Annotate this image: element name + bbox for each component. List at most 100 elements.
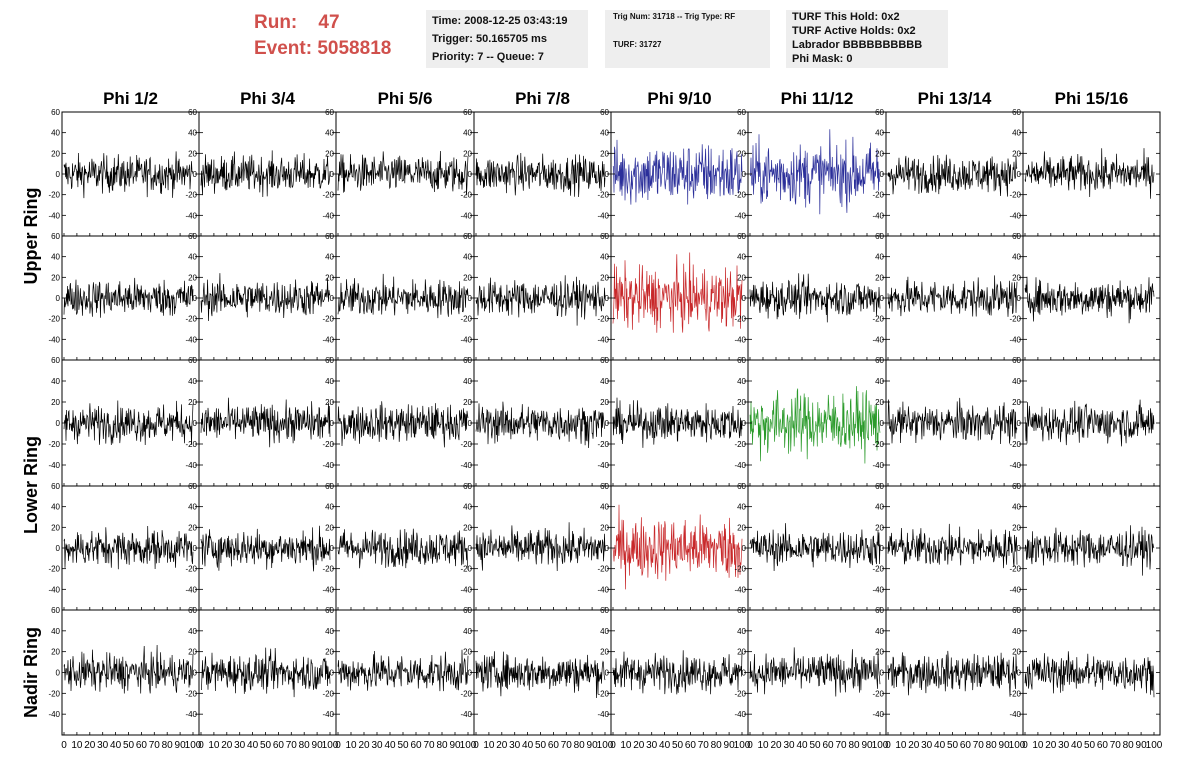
y-tick-label: 20: [875, 648, 884, 657]
y-tick-label: 40: [325, 253, 334, 262]
y-tick-label: -20: [734, 315, 746, 324]
x-tick-label: 40: [934, 740, 946, 751]
y-tick-label: -20: [872, 565, 884, 574]
y-tick-label: -40: [185, 710, 197, 719]
x-tick-label: 90: [724, 740, 736, 751]
y-tick-label: 0: [330, 419, 335, 428]
waveform-panel-r5-c6: -40 -20 0 20 40 60: [734, 606, 887, 736]
y-tick-label: 20: [1012, 273, 1021, 282]
y-tick-label: 60: [737, 356, 746, 365]
y-tick-label: 0: [742, 544, 747, 553]
y-tick-label: 60: [875, 232, 884, 241]
x-tick-label: 80: [436, 740, 448, 751]
y-tick-label: -20: [322, 689, 334, 698]
y-tick-label: -40: [597, 211, 609, 220]
x-tick-label: 50: [809, 740, 821, 751]
x-tick-label: 40: [659, 740, 671, 751]
y-tick-label: 0: [742, 669, 747, 678]
y-tick-label: 0: [56, 419, 61, 428]
y-tick-label: 60: [325, 606, 334, 615]
y-tick-label: -40: [734, 335, 746, 344]
column-title-8: Phi 15/16: [1055, 89, 1129, 108]
waveform-panel-r3-c5: -40 -20 0 20 40 60: [597, 356, 749, 487]
waveform-trace: [749, 129, 881, 215]
y-tick-label: 20: [1012, 648, 1021, 657]
x-tick-label: 50: [947, 740, 959, 751]
column-title-6: Phi 11/12: [781, 89, 854, 108]
y-tick-label: 60: [325, 482, 334, 491]
y-tick-label: 20: [463, 398, 472, 407]
x-tick-label: 30: [646, 740, 658, 751]
x-tick-label: 100: [1009, 740, 1026, 751]
x-tick-label: 80: [574, 740, 586, 751]
x-tick-label: 100: [322, 740, 339, 751]
waveform-panel-r3-c3: -40 -20 0 20 40 60: [322, 356, 475, 487]
x-tick-label: 60: [1097, 740, 1109, 751]
x-tick-label: 30: [921, 740, 933, 751]
x-tick-label: 60: [136, 740, 148, 751]
row-title-lower-ring: Lower Ring: [21, 436, 41, 534]
x-tick-label: 30: [371, 740, 383, 751]
y-tick-label: -40: [185, 211, 197, 220]
waveform-trace: [475, 152, 606, 198]
y-tick-label: 40: [737, 627, 746, 636]
x-tick-label: 20: [908, 740, 920, 751]
y-tick-label: 40: [463, 129, 472, 138]
waveform-panel-r2-c2: -40 -20 0 20 40 60: [185, 232, 337, 361]
x-tick-label: 20: [84, 740, 96, 751]
y-tick-label: 0: [193, 294, 198, 303]
y-tick-label: -40: [48, 211, 60, 220]
waveform-trace: [1024, 399, 1155, 447]
waveform-panel-r3-c8: -40 -20 0 20 40 60: [1009, 356, 1161, 487]
y-tick-label: 40: [737, 253, 746, 262]
waveform-trace: [1024, 651, 1155, 698]
y-tick-label: 60: [1012, 482, 1021, 491]
waveform-panel-r4-c6: -40 -20 0 20 40 60: [734, 482, 887, 611]
y-tick-label: 20: [600, 273, 609, 282]
y-tick-label: -20: [597, 315, 609, 324]
waveform-panel-r2-c7: -40 -20 0 20 40 60: [872, 232, 1024, 361]
y-tick-label: 40: [51, 129, 60, 138]
x-tick-label: 90: [312, 740, 324, 751]
waveform-trace: [749, 523, 881, 572]
x-tick-label: 20: [221, 740, 233, 751]
x-tick-label: 40: [796, 740, 808, 751]
y-tick-label: 60: [188, 108, 197, 117]
y-tick-label: 20: [188, 273, 197, 282]
x-tick-label: 80: [299, 740, 311, 751]
y-tick-label: -20: [734, 565, 746, 574]
y-tick-label: 60: [1012, 108, 1021, 117]
y-tick-label: 60: [737, 482, 746, 491]
y-tick-label: 20: [188, 398, 197, 407]
y-tick-label: 20: [600, 523, 609, 532]
x-tick-label: 80: [986, 740, 998, 751]
y-tick-label: -20: [597, 440, 609, 449]
y-tick-label: 60: [875, 482, 884, 491]
y-tick-label: 0: [330, 170, 335, 179]
waveform-panel-r2-c5: -40 -20 0 20 40 60: [597, 232, 749, 361]
waveform-panel-r5-c7: -40 -20 0 20 40 60: [872, 606, 1024, 736]
x-tick-label: 0: [1022, 740, 1028, 751]
labrador-text: Labrador BBBBBBBBBB: [792, 39, 923, 51]
y-tick-label: 20: [325, 149, 334, 158]
y-tick-label: 0: [56, 669, 61, 678]
y-tick-label: -20: [460, 315, 472, 324]
y-tick-label: -40: [1009, 211, 1021, 220]
x-tick-label: 50: [397, 740, 409, 751]
waveform-panel-r4-c5: -40 -20 0 20 40 60: [597, 482, 749, 611]
y-tick-label: 60: [600, 108, 609, 117]
x-tick-label: 70: [835, 740, 847, 751]
x-tick-label: 40: [110, 740, 122, 751]
y-tick-label: 0: [330, 544, 335, 553]
x-tick-label: 10: [1032, 740, 1044, 751]
waveform-trace: [749, 273, 881, 323]
column-title-5: Phi 9/10: [647, 89, 711, 108]
y-tick-label: 0: [1017, 419, 1022, 428]
y-tick-label: -40: [872, 710, 884, 719]
y-tick-label: -40: [48, 710, 60, 719]
y-tick-label: 40: [188, 503, 197, 512]
waveform-trace: [63, 644, 194, 694]
x-tick-label: 80: [848, 740, 860, 751]
y-tick-label: -20: [734, 440, 746, 449]
